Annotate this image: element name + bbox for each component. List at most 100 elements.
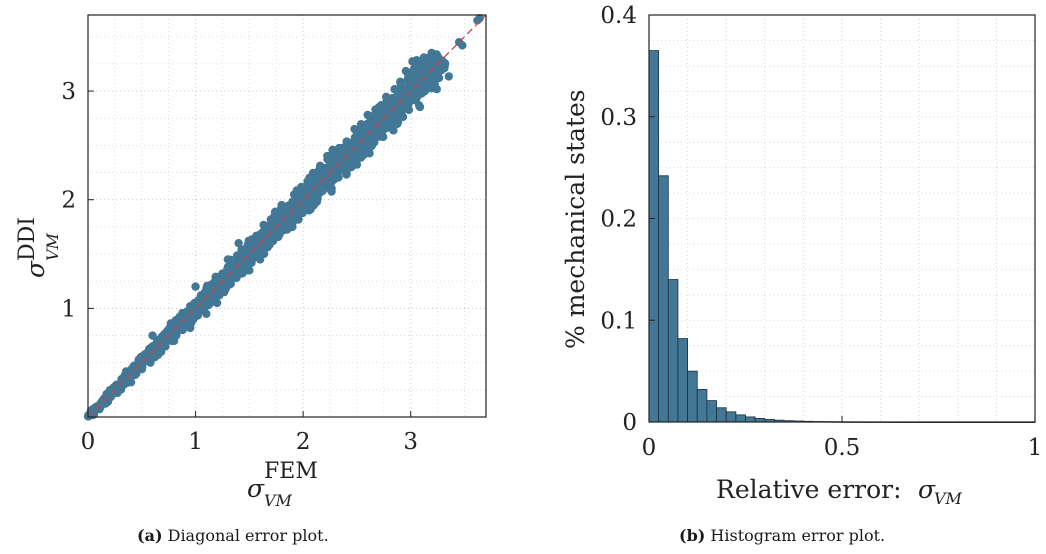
x-label-subscript: VM bbox=[934, 489, 963, 508]
histogram-bar bbox=[735, 414, 746, 423]
y-tick-label: 3 bbox=[61, 79, 76, 105]
x-tick-label: 3 bbox=[403, 429, 418, 455]
scatter-point bbox=[415, 102, 425, 112]
x-label-symbol: σ bbox=[918, 475, 936, 504]
scatter-point bbox=[116, 385, 126, 394]
scatter-point bbox=[188, 310, 197, 319]
scatter-point bbox=[222, 274, 232, 284]
caption-a-tag: (a) bbox=[137, 526, 163, 545]
scatter-point bbox=[328, 149, 337, 159]
scatter-point bbox=[410, 90, 419, 99]
scatter-panel: 0 1 2 3 1 2 3 σ FEM VM σ DDI VM bbox=[15, 14, 487, 510]
scatter-point bbox=[199, 299, 209, 308]
x-tick-label: 1 bbox=[1028, 435, 1043, 461]
scatter-point bbox=[405, 69, 414, 78]
scatter-point bbox=[327, 157, 336, 167]
caption-a-text: Diagonal error plot. bbox=[167, 526, 329, 545]
scatter-point bbox=[315, 161, 325, 171]
scatter-point bbox=[322, 166, 331, 175]
x-tick-label: 1 bbox=[188, 429, 203, 455]
scatter-point bbox=[135, 354, 144, 364]
histogram-bar bbox=[745, 416, 756, 423]
scatter-point bbox=[400, 102, 410, 111]
scatter-point bbox=[313, 179, 323, 188]
scatter-point bbox=[390, 85, 399, 94]
y-label-superscript: DDI bbox=[15, 217, 40, 261]
scatter-point bbox=[102, 389, 111, 399]
scatter-point bbox=[176, 323, 185, 332]
scatter-point bbox=[283, 207, 292, 216]
y-tick-label: 0.4 bbox=[600, 3, 637, 29]
scatter-point bbox=[430, 54, 440, 64]
histogram-bar bbox=[648, 50, 660, 423]
scatter-point bbox=[396, 79, 405, 88]
scatter-point bbox=[372, 110, 381, 120]
scatter-point bbox=[252, 231, 261, 240]
y-tick-label: 0.3 bbox=[600, 105, 637, 131]
scatter-point bbox=[148, 331, 157, 340]
scatter-point bbox=[367, 141, 377, 150]
x-label-superscript: FEM bbox=[264, 459, 318, 484]
scatter-point bbox=[121, 372, 130, 381]
x-tick-label: 0 bbox=[642, 435, 657, 461]
scatter-point bbox=[422, 61, 431, 70]
y-tick-label: 0 bbox=[622, 410, 637, 436]
scatter-point bbox=[389, 126, 398, 135]
x-label-text: Relative error: bbox=[716, 475, 902, 504]
scatter-point bbox=[88, 405, 97, 415]
scatter-point bbox=[254, 242, 263, 251]
histogram-bar bbox=[725, 411, 737, 423]
scatter-point bbox=[417, 70, 426, 79]
scatter-point bbox=[266, 234, 275, 243]
scatter-point bbox=[342, 137, 352, 147]
scatter-ticks: 0 1 2 3 1 2 3 bbox=[61, 79, 418, 455]
histogram-x-axis-label: Relative error: σ VM bbox=[716, 475, 963, 508]
scatter-point bbox=[174, 314, 183, 324]
histogram-ticks: 0 0.5 1 0 0.1 0.2 0.3 0.4 bbox=[600, 3, 1042, 461]
scatter-point bbox=[269, 219, 278, 229]
scatter-point bbox=[359, 128, 368, 138]
scatter-point bbox=[294, 202, 304, 212]
x-tick-label: 2 bbox=[296, 429, 311, 455]
y-label-symbol: σ bbox=[21, 260, 50, 278]
scatter-point bbox=[444, 72, 453, 81]
caption-b-tag: (b) bbox=[679, 526, 706, 545]
scatter-point bbox=[390, 97, 399, 107]
scatter-point bbox=[408, 57, 417, 66]
scatter-point bbox=[322, 176, 331, 186]
scatter-point bbox=[103, 397, 113, 407]
scatter-point bbox=[309, 187, 318, 197]
scatter-point bbox=[410, 63, 419, 73]
scatter-points bbox=[83, 14, 484, 421]
scatter-point bbox=[262, 240, 272, 250]
caption-b: (b) Histogram error plot. bbox=[679, 526, 885, 545]
scatter-point bbox=[153, 345, 162, 354]
scatter-point bbox=[301, 190, 310, 200]
scatter-point bbox=[429, 70, 439, 80]
scatter-point bbox=[334, 143, 344, 153]
scatter-point bbox=[373, 123, 382, 132]
scatter-point bbox=[243, 264, 253, 273]
scatter-point bbox=[347, 162, 356, 172]
scatter-x-axis-label: σ FEM VM bbox=[247, 459, 318, 510]
y-tick-label: 2 bbox=[61, 188, 76, 214]
scatter-point bbox=[431, 83, 440, 93]
x-tick-label: 0.5 bbox=[824, 435, 861, 461]
scatter-point bbox=[377, 101, 386, 110]
scatter-point bbox=[301, 199, 310, 209]
scatter-point bbox=[128, 370, 137, 380]
caption-a: (a) Diagonal error plot. bbox=[137, 526, 329, 545]
y-tick-label: 0.1 bbox=[600, 308, 637, 334]
scatter-point bbox=[336, 166, 346, 175]
scatter-point bbox=[359, 150, 368, 159]
y-tick-label: 0.2 bbox=[600, 207, 637, 233]
histogram-panel: 0 0.5 100.10.20.30.4 Relative error: σ VM … bbox=[561, 3, 1042, 508]
identity-reference-line bbox=[87, 14, 487, 418]
scatter-point bbox=[294, 215, 303, 224]
histogram-bars bbox=[648, 50, 1036, 423]
scatter-point bbox=[384, 118, 394, 128]
scatter-point bbox=[191, 282, 200, 291]
scatter-y-axis-label: σ DDI VM bbox=[15, 217, 62, 278]
scatter-point bbox=[234, 238, 243, 248]
